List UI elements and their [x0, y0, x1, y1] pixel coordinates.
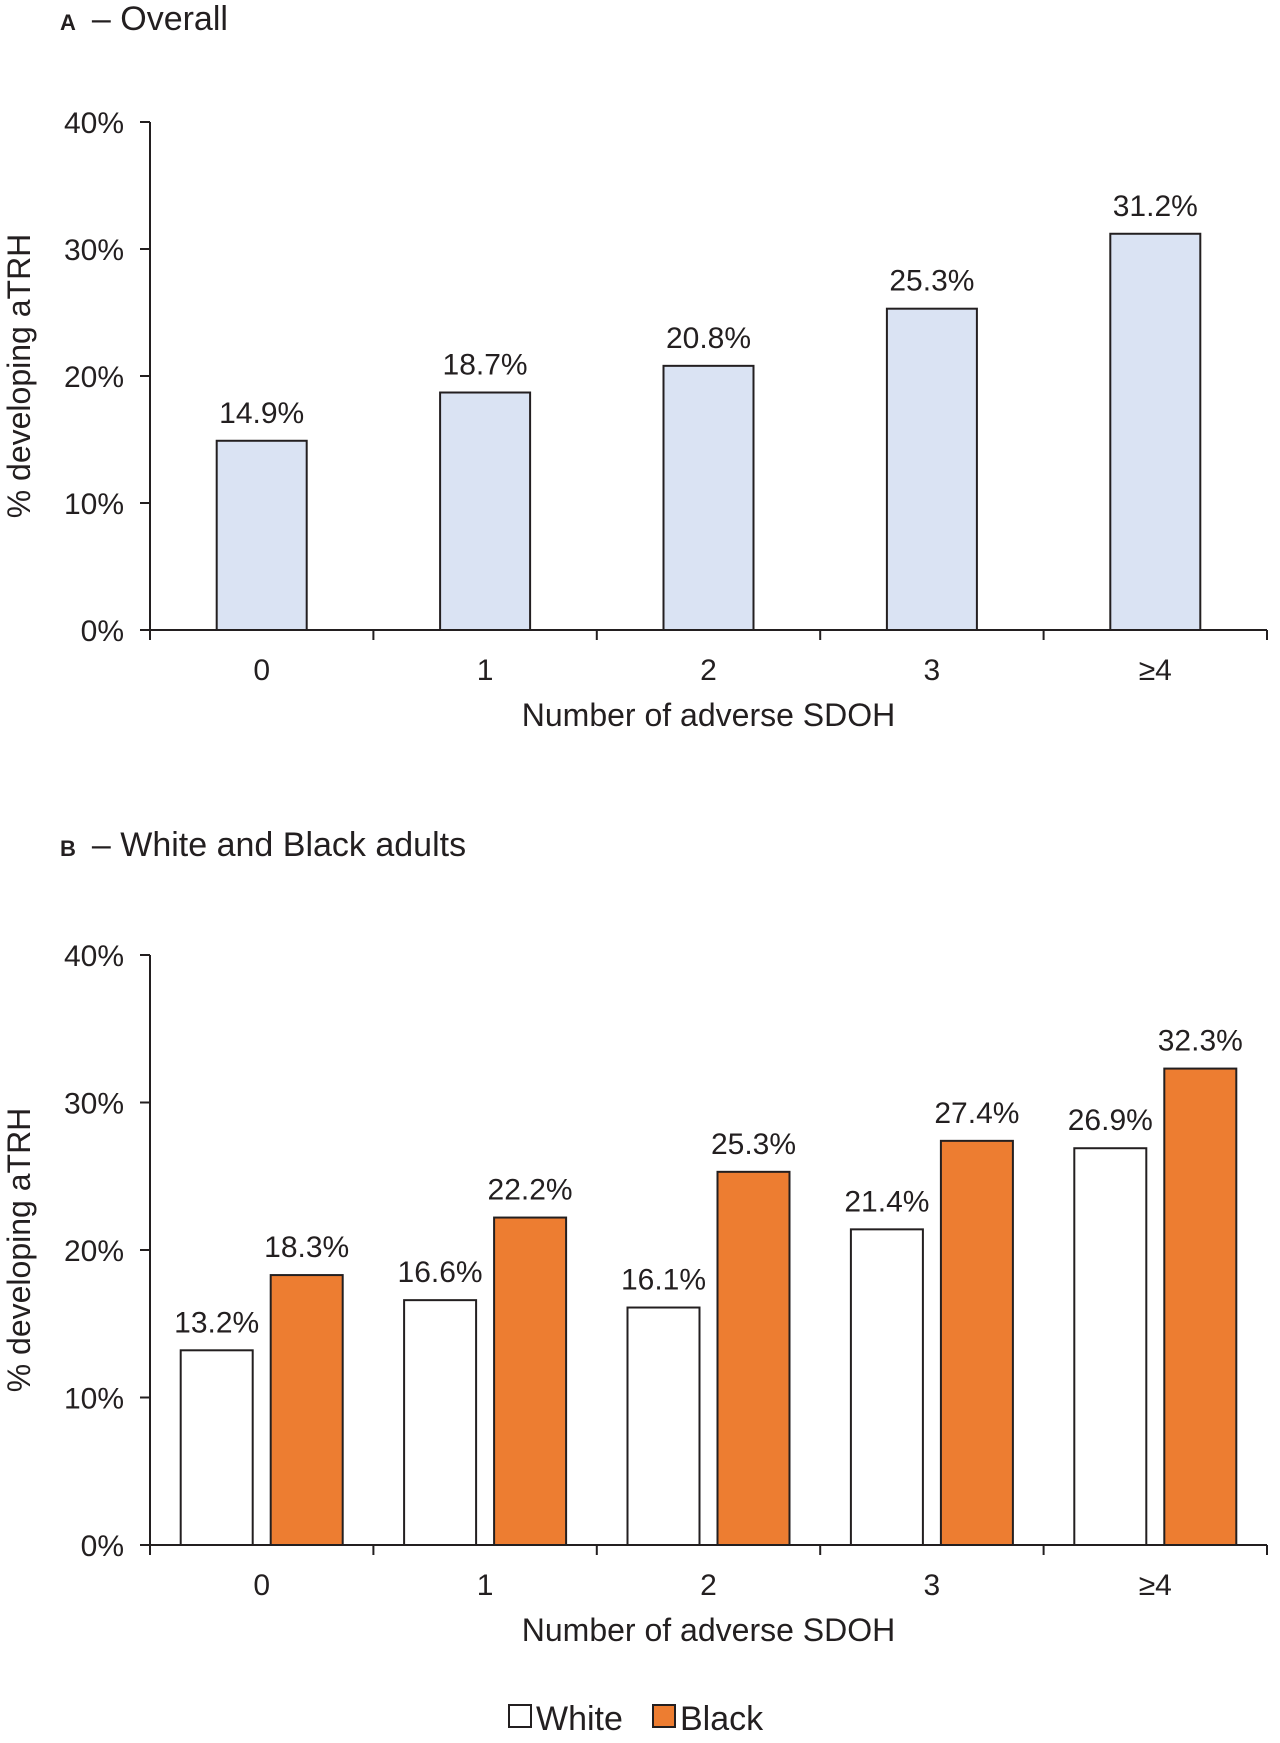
chart-a-data-label-overall: 18.7%: [443, 349, 528, 382]
chart-b-bar-black: [269, 1274, 344, 1546]
chart-a-bar-overall: [439, 391, 532, 632]
chart-b-bar-black: [1163, 1067, 1238, 1546]
chart-a-bar-overall: [215, 439, 308, 631]
chart-a-x-tick-label: 2: [700, 654, 717, 687]
panel-b-letter: B: [60, 836, 76, 861]
chart-b-data-label-white: 13.2%: [174, 1306, 259, 1339]
chart-b: 0% 10% 20% 30% 40% 0 1 2 3 ≥4 Number of adverse SD…: [1, 940, 1268, 1648]
chart-a-y-tick-label: 20%: [64, 361, 124, 394]
chart-a-data-label-overall: 14.9%: [219, 397, 304, 430]
chart-b-data-label-white: 21.4%: [844, 1185, 929, 1218]
chart-a-y-tick-label: 30%: [64, 234, 124, 267]
chart-b-bar-white: [626, 1306, 701, 1547]
legend-swatch-black: [652, 1704, 676, 1728]
chart-b-data-label-black: 18.3%: [264, 1231, 349, 1264]
chart-a-data-label-overall: 25.3%: [889, 265, 974, 298]
chart-b-x-tick-label: 0: [253, 1569, 270, 1602]
legend-label-black: Black: [680, 1700, 764, 1738]
chart-b-y-tick-label: 10%: [64, 1383, 124, 1416]
chart-b-y-tick-label: 40%: [64, 940, 124, 973]
chart-a: 0% 10% 20% 30% 40% 0 1 2 3 ≥4 Number of adverse SD…: [1, 107, 1268, 733]
legend-label-white: White: [536, 1700, 623, 1738]
chart-b-data-label-black: 32.3%: [1158, 1025, 1243, 1058]
chart-a-x-tick-label: 0: [253, 654, 270, 687]
chart-b-x-tick-label: 2: [700, 1569, 717, 1602]
chart-a-x-axis-title: Number of adverse SDOH: [522, 697, 895, 733]
chart-a-y-tick-label: 40%: [64, 107, 124, 140]
chart-b-bar-white: [179, 1349, 254, 1547]
chart-b-bar-white: [403, 1299, 478, 1547]
chart-b-y-axis-title: % developing aTRH: [1, 1108, 37, 1393]
chart-a-bar-overall: [885, 307, 978, 631]
panel-a-letter: A: [60, 10, 76, 35]
legend-b: White Black: [0, 1700, 1280, 1743]
chart-b-x-tick-label: 3: [924, 1569, 941, 1602]
chart-b-bar-white: [849, 1228, 924, 1546]
chart-b-x-axis-title: Number of adverse SDOH: [522, 1612, 895, 1648]
chart-b-bar-black: [493, 1216, 568, 1547]
chart-b-x-tick-label: ≥4: [1139, 1569, 1172, 1602]
chart-a-y-axis-title: % developing aTRH: [1, 234, 37, 519]
chart-b-bar-white: [1073, 1147, 1148, 1546]
chart-b-bar-black: [939, 1139, 1014, 1546]
panel-a-title: A – Overall: [60, 0, 228, 39]
chart-a-data-label-overall: 31.2%: [1113, 190, 1198, 223]
chart-b-data-label-black: 27.4%: [934, 1097, 1019, 1130]
legend-item-white: White: [508, 1700, 623, 1739]
chart-a-bar-overall: [662, 364, 755, 631]
chart-b-data-label-white: 26.9%: [1068, 1104, 1153, 1137]
legend-swatch-white: [508, 1704, 532, 1728]
chart-a-data-label-overall: 20.8%: [666, 322, 751, 355]
chart-b-y-tick-label: 30%: [64, 1088, 124, 1121]
panel-b-title: B – White and Black adults: [60, 826, 466, 865]
chart-a-x-tick-label: 3: [924, 654, 941, 687]
chart-b-bar-black: [716, 1170, 791, 1546]
panel-b-title-text: – White and Black adults: [91, 826, 467, 864]
chart-a-x-tick-label: ≥4: [1139, 654, 1172, 687]
chart-a-x-tick-label: 1: [477, 654, 494, 687]
panel-a-title-text: – Overall: [91, 0, 228, 38]
chart-b-y-tick-label: 0%: [81, 1530, 124, 1563]
chart-b-data-label-white: 16.1%: [621, 1264, 706, 1297]
legend-item-black: Black: [652, 1700, 763, 1739]
chart-b-x-tick-label: 1: [477, 1569, 494, 1602]
chart-b-y-tick-label: 20%: [64, 1235, 124, 1268]
chart-a-bar-overall: [1109, 232, 1202, 631]
chart-b-data-label-black: 22.2%: [488, 1174, 573, 1207]
chart-a-y-tick-label: 10%: [64, 488, 124, 521]
chart-b-data-label-black: 25.3%: [711, 1128, 796, 1161]
chart-b-data-label-white: 16.6%: [398, 1256, 483, 1289]
chart-a-y-tick-label: 0%: [81, 615, 124, 648]
